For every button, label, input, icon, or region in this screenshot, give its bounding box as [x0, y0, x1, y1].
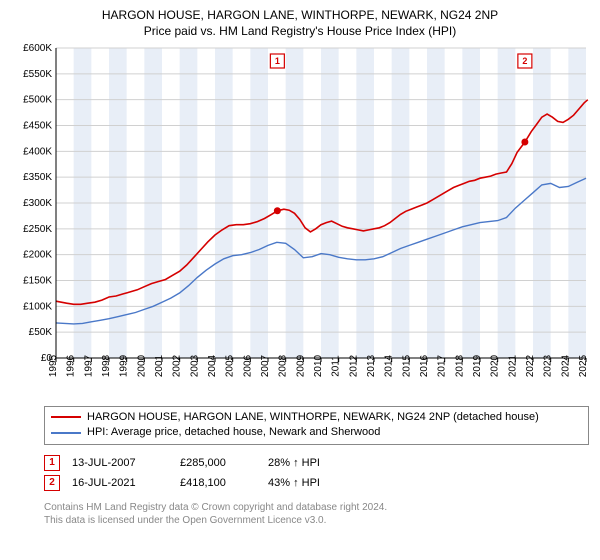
- chart-svg: £0£50K£100K£150K£200K£250K£300K£350K£400…: [10, 42, 600, 398]
- transaction-price: £418,100: [180, 477, 256, 489]
- svg-text:£50K: £50K: [29, 327, 53, 338]
- svg-text:2: 2: [522, 56, 527, 66]
- svg-text:£300K: £300K: [23, 198, 52, 209]
- svg-text:2020: 2020: [490, 354, 501, 377]
- svg-text:£150K: £150K: [23, 276, 52, 287]
- svg-text:£400K: £400K: [23, 146, 52, 157]
- legend-row-property: HARGON HOUSE, HARGON LANE, WINTHORPE, NE…: [51, 410, 582, 425]
- svg-text:2001: 2001: [154, 354, 165, 377]
- svg-text:2011: 2011: [331, 355, 342, 377]
- svg-text:2007: 2007: [260, 354, 271, 377]
- legend: HARGON HOUSE, HARGON LANE, WINTHORPE, NE…: [44, 406, 589, 445]
- chart-titles: HARGON HOUSE, HARGON LANE, WINTHORPE, NE…: [10, 8, 590, 38]
- svg-text:£500K: £500K: [23, 95, 52, 106]
- svg-text:2013: 2013: [366, 354, 377, 377]
- svg-text:2000: 2000: [136, 354, 147, 377]
- transaction-delta: 43% ↑ HPI: [268, 477, 358, 489]
- footer-line: This data is licensed under the Open Gov…: [44, 514, 589, 527]
- svg-text:2006: 2006: [242, 354, 253, 377]
- transaction-marker-icon: 1: [44, 455, 60, 471]
- svg-text:1997: 1997: [83, 354, 94, 377]
- footer-line: Contains HM Land Registry data © Crown c…: [44, 501, 589, 514]
- svg-text:1999: 1999: [119, 354, 130, 377]
- svg-text:2005: 2005: [225, 354, 236, 377]
- svg-text:£250K: £250K: [23, 224, 52, 235]
- transaction-delta: 28% ↑ HPI: [268, 457, 358, 469]
- legend-label-hpi: HPI: Average price, detached house, Newa…: [87, 425, 380, 440]
- svg-text:2012: 2012: [348, 354, 359, 377]
- svg-text:2004: 2004: [207, 354, 218, 377]
- svg-text:1996: 1996: [66, 354, 77, 377]
- svg-text:1995: 1995: [48, 354, 59, 377]
- svg-text:2017: 2017: [437, 354, 448, 377]
- svg-text:2019: 2019: [472, 354, 483, 377]
- svg-text:2014: 2014: [384, 354, 395, 377]
- svg-text:£550K: £550K: [23, 69, 52, 80]
- svg-text:2008: 2008: [278, 354, 289, 377]
- svg-text:£200K: £200K: [23, 250, 52, 261]
- svg-text:2022: 2022: [525, 354, 536, 377]
- svg-text:£350K: £350K: [23, 172, 52, 183]
- svg-text:2025: 2025: [578, 354, 589, 377]
- svg-text:£100K: £100K: [23, 301, 52, 312]
- transactions-table: 1 13-JUL-2007 £285,000 28% ↑ HPI 2 16-JU…: [44, 453, 589, 493]
- legend-swatch-hpi: [51, 432, 81, 435]
- chart-container: HARGON HOUSE, HARGON LANE, WINTHORPE, NE…: [0, 0, 600, 560]
- title-subtitle: Price paid vs. HM Land Registry's House …: [10, 24, 590, 38]
- legend-row-hpi: HPI: Average price, detached house, Newa…: [51, 425, 582, 440]
- svg-text:2018: 2018: [454, 354, 465, 377]
- table-row: 1 13-JUL-2007 £285,000 28% ↑ HPI: [44, 453, 589, 473]
- svg-text:1: 1: [275, 56, 280, 66]
- svg-text:2023: 2023: [543, 354, 554, 377]
- chart-plot-area: £0£50K£100K£150K£200K£250K£300K£350K£400…: [10, 42, 590, 398]
- svg-text:2002: 2002: [172, 354, 183, 377]
- transaction-date: 16-JUL-2021: [72, 477, 168, 489]
- svg-text:2021: 2021: [507, 354, 518, 377]
- svg-text:2010: 2010: [313, 354, 324, 377]
- legend-swatch-property: [51, 416, 81, 419]
- svg-text:2016: 2016: [419, 354, 430, 377]
- transaction-date: 13-JUL-2007: [72, 457, 168, 469]
- table-row: 2 16-JUL-2021 £418,100 43% ↑ HPI: [44, 473, 589, 493]
- transaction-marker-icon: 2: [44, 475, 60, 491]
- transaction-price: £285,000: [180, 457, 256, 469]
- svg-text:2015: 2015: [401, 354, 412, 377]
- svg-text:£600K: £600K: [23, 43, 52, 54]
- svg-text:2009: 2009: [295, 354, 306, 377]
- legend-label-property: HARGON HOUSE, HARGON LANE, WINTHORPE, NE…: [87, 410, 539, 425]
- svg-text:2003: 2003: [189, 354, 200, 377]
- footer-attribution: Contains HM Land Registry data © Crown c…: [44, 501, 589, 527]
- title-address: HARGON HOUSE, HARGON LANE, WINTHORPE, NE…: [10, 8, 590, 22]
- svg-text:1998: 1998: [101, 354, 112, 377]
- below-chart-block: HARGON HOUSE, HARGON LANE, WINTHORPE, NE…: [44, 406, 589, 493]
- svg-text:£450K: £450K: [23, 121, 52, 132]
- svg-text:2024: 2024: [560, 354, 571, 377]
